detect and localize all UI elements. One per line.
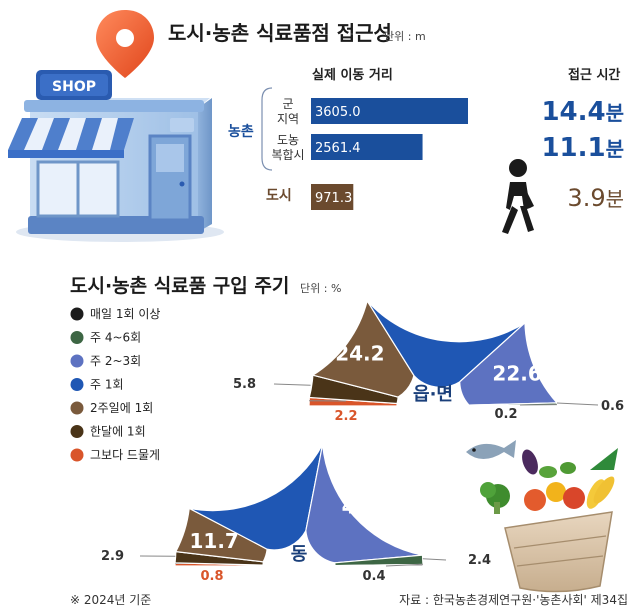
walking-person-icon (502, 159, 534, 234)
row-label: 복합시 (271, 148, 304, 162)
legend-label: 그보다 드물게 (90, 448, 160, 462)
shop-icon: SHOP (8, 70, 224, 242)
donut-slice (305, 444, 423, 564)
frequency-chart: 도시·농촌 식료품 구입 주기 단위 : % 매일 1회 이상주 4~6회주 2… (70, 275, 624, 584)
access-row: 군지역 3605.0 14.4분 (277, 97, 624, 127)
legend-swatch (70, 307, 84, 321)
row-label: 군 (282, 97, 293, 111)
leader-line (556, 402, 599, 406)
legend-item: 주 2~3회 (70, 354, 141, 368)
slice-label: 0.4 (362, 569, 385, 584)
legend-swatch (70, 331, 84, 344)
slice-label: 41.1 (342, 494, 391, 518)
frequency-title: 도시·농촌 식료품 구입 주기 (70, 275, 289, 297)
legend-item: 주 1회 (70, 378, 124, 392)
distance-label: 971.3 (315, 191, 352, 206)
access-row: 971.3 3.9분 (311, 184, 624, 212)
access-time: 14.4분 (541, 97, 624, 127)
slice-label: 2.2 (334, 409, 357, 424)
legend-item: 한달에 1회 (70, 425, 146, 439)
access-time: 11.1분 (541, 133, 624, 163)
access-chart: 도시·농촌 식료품점 접근성 단위 : m 실제 이동 거리 접근 시간 농촌 … (168, 21, 624, 212)
donut-center-label: 읍·면 (413, 384, 453, 405)
donut-center-label: 동 (291, 544, 308, 565)
legend-label: 주 2~3회 (90, 354, 141, 368)
slice-label: 40.7 (235, 473, 284, 497)
legend-item: 매일 1회 이상 (70, 307, 160, 321)
grocery-basket-icon (466, 440, 618, 593)
slice-label: 2.9 (101, 549, 124, 564)
access-title: 도시·농촌 식료품점 접근성 (168, 21, 392, 45)
slice-label: 0.8 (200, 569, 223, 584)
rural-bracket (261, 87, 273, 171)
access-unit: 단위 : m (384, 30, 426, 43)
slice-label: 24.2 (335, 342, 384, 366)
leader-line (385, 563, 424, 567)
legend-item: 2주일에 1회 (70, 401, 153, 415)
slice-label: 0.6 (601, 399, 624, 414)
source: 자료 : 한국농촌경제연구원·'농촌사회' 제34집 (399, 593, 628, 607)
group-label-urban: 도시 (266, 188, 292, 204)
legend-label: 매일 1회 이상 (90, 307, 160, 321)
semi-donuts: 2.2 5.8 24.2 44.4 22.6 0.6 0.2 읍·면 0.8 2.9 11.7 40.… (101, 299, 624, 584)
semi-donut: 2.2 5.8 24.2 44.4 22.6 0.6 0.2 읍·면 (233, 299, 624, 424)
distance-bar (311, 134, 423, 160)
legend-swatch (70, 354, 84, 368)
donut-slice (468, 404, 558, 407)
group-label-rural: 농촌 (228, 124, 254, 140)
leader-line (273, 383, 311, 386)
distance-bar (311, 184, 354, 210)
distance-bar (311, 98, 468, 124)
legend-swatch (70, 378, 84, 391)
frequency-unit: 단위 : % (300, 282, 341, 295)
location-pin-icon (96, 10, 154, 78)
slice-label: 11.7 (189, 529, 238, 553)
distance-header: 실제 이동 거리 (312, 67, 393, 83)
slice-label: 22.6 (492, 361, 541, 385)
legend-item: 주 4~6회 (70, 331, 141, 345)
legend-swatch (70, 448, 84, 462)
footnote: ※ 2024년 기준 (70, 593, 151, 607)
legend-label: 한달에 1회 (90, 425, 146, 439)
legend-swatch (70, 425, 84, 438)
distance-label: 3605.0 (315, 105, 361, 120)
slice-label: 44.4 (421, 307, 470, 331)
slice-label: 5.8 (233, 377, 256, 392)
distance-label: 2561.4 (315, 141, 361, 156)
legend-label: 2주일에 1회 (90, 401, 153, 415)
shop-sign-text: SHOP (52, 79, 96, 95)
legend-label: 주 1회 (90, 378, 124, 392)
legend-label: 주 4~6회 (90, 331, 141, 345)
semi-donut: 0.8 2.9 11.7 40.7 41.1 2.4 0.4 동 (101, 443, 491, 584)
access-time: 3.9분 (567, 184, 624, 212)
slice-label: 0.2 (494, 407, 517, 422)
row-label: 지역 (277, 112, 299, 126)
slice-label: 2.4 (468, 553, 491, 568)
leader-line (422, 558, 447, 561)
donut-slice (366, 300, 526, 388)
donut-slice (188, 443, 324, 551)
legend-swatch (70, 401, 84, 415)
legend-item: 그보다 드물게 (70, 448, 160, 462)
row-label: 도농 (277, 133, 299, 147)
time-header: 접근 시간 (568, 67, 620, 83)
donut-slice (311, 299, 415, 398)
